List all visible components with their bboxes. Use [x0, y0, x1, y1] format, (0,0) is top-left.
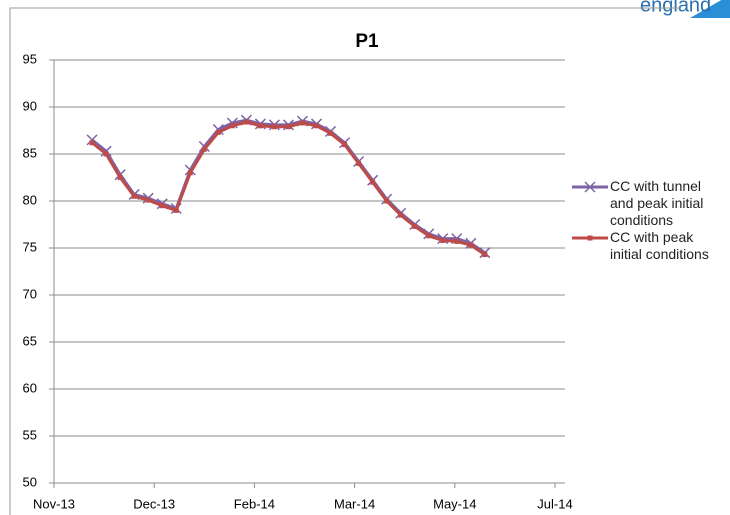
- x-tick-label: Dec-13: [133, 496, 175, 511]
- marker: [454, 238, 460, 244]
- legend-label: CC with peak initial conditions: [610, 229, 709, 262]
- legend-swatch: [572, 235, 608, 241]
- y-tick-label: 70: [23, 286, 37, 301]
- marker: [370, 179, 376, 185]
- legend-label: CC with tunnel and peak initial conditio…: [610, 178, 704, 228]
- legend: CC with tunnel and peak initial conditio…: [570, 178, 728, 263]
- series-line: [91, 120, 486, 256]
- y-tick-label: 95: [23, 51, 37, 66]
- marker: [299, 120, 305, 126]
- y-tick-label: 90: [23, 98, 37, 113]
- x-tick-label: Jul-14: [537, 496, 572, 511]
- chart-title: P1: [355, 31, 379, 52]
- logo-shape: [690, 0, 730, 18]
- marker: [328, 130, 334, 136]
- legend-entry: CC with tunnel and peak initial conditio…: [570, 178, 728, 229]
- y-tick-label: 80: [23, 192, 37, 207]
- x-tick-label: Nov-13: [33, 496, 75, 511]
- marker: [173, 207, 179, 213]
- legend-swatch: [572, 181, 608, 193]
- marker: [314, 123, 320, 129]
- x-tick-label: May-14: [433, 496, 476, 511]
- marker: [212, 124, 224, 136]
- marker: [285, 124, 291, 130]
- marker: [412, 223, 418, 229]
- chart-frame: [9, 7, 680, 515]
- marker: [468, 242, 474, 248]
- marker: [159, 203, 165, 209]
- marker: [201, 146, 207, 152]
- marker: [356, 160, 362, 166]
- marker: [426, 233, 432, 239]
- marker: [440, 237, 446, 243]
- marker: [229, 123, 235, 129]
- marker: [257, 123, 263, 129]
- marker: [243, 119, 249, 125]
- marker: [584, 181, 596, 193]
- y-tick-label: 85: [23, 145, 37, 160]
- legend-entry: CC with peak initial conditions: [570, 229, 728, 263]
- x-tick-label: Mar-14: [334, 496, 375, 511]
- y-tick-label: 55: [23, 427, 37, 442]
- marker: [86, 134, 98, 146]
- y-tick-label: 50: [23, 474, 37, 489]
- marker: [100, 145, 112, 157]
- marker: [587, 235, 593, 241]
- y-tick-label: 65: [23, 333, 37, 348]
- marker: [117, 175, 123, 180]
- y-tick-label: 75: [23, 239, 37, 254]
- marker: [482, 252, 488, 258]
- marker: [398, 212, 404, 218]
- marker: [271, 124, 277, 130]
- marker: [131, 193, 137, 199]
- marker: [103, 151, 109, 157]
- marker: [145, 197, 151, 203]
- y-tick-label: 60: [23, 380, 37, 395]
- marker: [384, 198, 390, 204]
- marker: [187, 170, 193, 176]
- marker: [215, 129, 221, 135]
- x-tick-label: Feb-14: [234, 496, 275, 511]
- marker: [89, 140, 95, 146]
- marker: [342, 142, 348, 148]
